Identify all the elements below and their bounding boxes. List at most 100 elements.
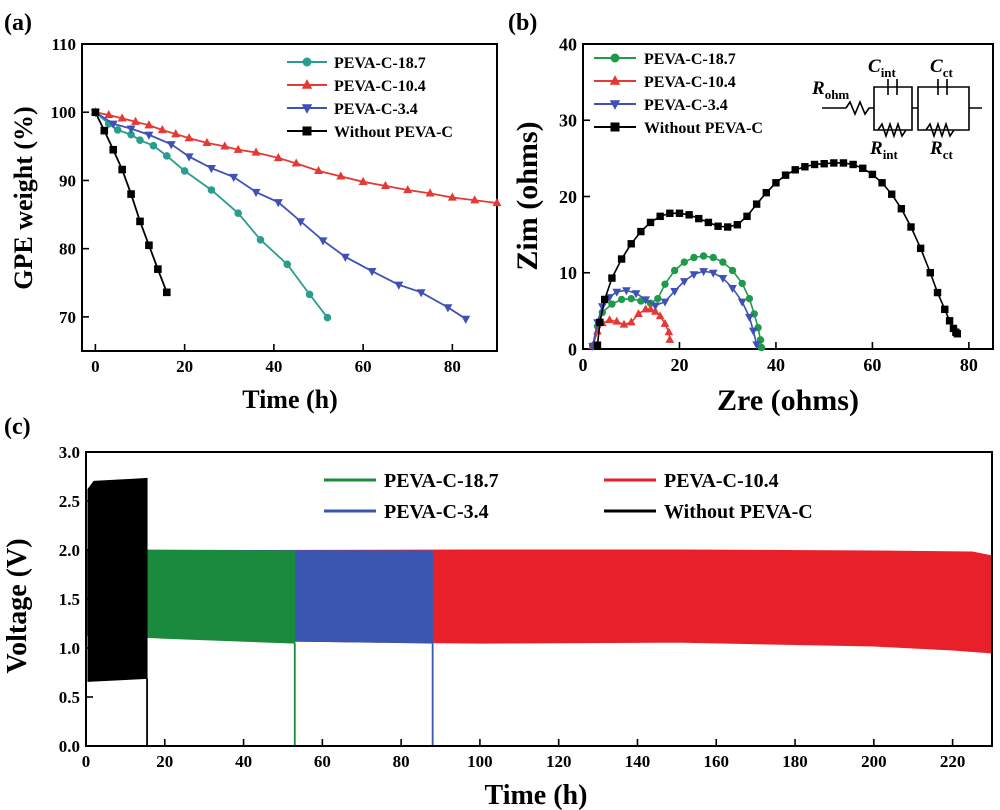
data-point (718, 275, 728, 283)
legend-entry: PEVA-C-10.4 (287, 78, 426, 95)
legend-label: PEVA-C-3.4 (334, 101, 418, 118)
data-point (627, 240, 635, 248)
data-point (933, 288, 942, 297)
data-point (162, 288, 171, 297)
series-line (591, 270, 758, 347)
data-point (296, 218, 306, 227)
x-tick-label: 80 (960, 355, 978, 375)
data-point (626, 317, 636, 326)
data-point (149, 141, 158, 150)
panel-a-xlabel: Time (h) (242, 385, 338, 414)
data-point (641, 296, 651, 305)
data-point (689, 271, 699, 280)
data-point (661, 280, 669, 288)
y-tick-label: 0.5 (59, 688, 80, 707)
data-point (916, 244, 925, 253)
data-point (627, 294, 635, 303)
data-point (699, 268, 708, 277)
data-point (719, 258, 727, 266)
data-point (113, 126, 122, 134)
series-line (596, 162, 958, 346)
y-tick-label: 20 (559, 187, 577, 207)
x-tick-label: 60 (863, 355, 881, 375)
data-point (323, 313, 332, 322)
data-point (291, 158, 301, 167)
panel-c-ylabel: Voltage (V) (2, 538, 33, 673)
voltage-envelope (87, 477, 148, 682)
data-point (772, 179, 780, 187)
data-point (738, 279, 746, 288)
data-point (470, 195, 480, 204)
data-point (685, 211, 693, 219)
data-point (654, 294, 662, 303)
circuit-label-c-int: Cint (868, 56, 897, 80)
data-point (443, 304, 453, 313)
data-point (425, 188, 435, 197)
data-point (724, 223, 732, 231)
data-point (617, 255, 626, 263)
data-point (733, 221, 742, 229)
data-point (273, 199, 283, 208)
data-point (820, 160, 828, 168)
c-int-capacitor (887, 79, 898, 95)
legend-entry: PEVA-C-10.4 (604, 470, 779, 492)
equivalent-circuit (822, 79, 982, 139)
data-point (675, 209, 684, 217)
data-point (757, 343, 766, 352)
legend-entry: Without PEVA-C (287, 124, 453, 141)
data-point (447, 192, 457, 201)
series-Without PEVA-C (593, 159, 962, 349)
x-tick-label: 20 (176, 357, 193, 376)
data-point (926, 269, 934, 277)
panel-a-frame (81, 43, 498, 352)
data-point (256, 235, 265, 244)
data-point (340, 253, 350, 262)
data-point (680, 258, 688, 266)
data-point (708, 269, 718, 278)
legend-label: Without PEVA-C (334, 124, 453, 141)
data-point (207, 186, 216, 194)
panel-c: (c) 0 20 40 60 80 100 120 140 160 180 200 220 0.0 0.5… (2, 414, 993, 810)
data-point (634, 309, 643, 317)
legend-entry: PEVA-C-18.7 (594, 51, 736, 68)
data-point (646, 304, 655, 313)
data-point (709, 253, 717, 262)
data-point (154, 265, 162, 273)
data-point (166, 141, 176, 150)
data-point (273, 152, 283, 162)
data-point (762, 188, 770, 197)
series-PEVA-C-18.7 (91, 108, 332, 322)
data-point (679, 278, 689, 287)
data-point (617, 295, 626, 304)
data-point (612, 316, 622, 325)
legend-marker (609, 75, 621, 85)
data-point (631, 290, 641, 299)
data-point (664, 327, 674, 336)
data-point (743, 212, 751, 221)
data-point (220, 141, 230, 150)
y-tick-label: 2.5 (59, 492, 80, 511)
circuit-label-r-ohm: Rohm (811, 78, 849, 102)
legend-entry: PEVA-C-18.7 (287, 55, 426, 72)
data-point (336, 171, 346, 180)
legend-label: PEVA-C-3.4 (384, 501, 489, 523)
x-tick-label: 60 (314, 752, 331, 771)
c-ct-capacitor (937, 79, 948, 95)
data-point (171, 129, 181, 138)
data-point (492, 197, 502, 207)
data-point (305, 290, 314, 299)
legend-label: Without PEVA-C (644, 120, 763, 137)
data-point (233, 144, 243, 153)
x-tick-label: 160 (704, 752, 730, 771)
y-tick-label: 1.0 (59, 639, 80, 658)
data-point (104, 109, 114, 119)
data-point (162, 152, 171, 160)
x-tick-label: 80 (444, 357, 461, 376)
data-point (229, 173, 239, 183)
data-point (145, 241, 153, 250)
series-Without PEVA-C (87, 477, 148, 746)
data-point (728, 284, 737, 293)
data-point (752, 200, 761, 208)
data-point (144, 131, 154, 140)
